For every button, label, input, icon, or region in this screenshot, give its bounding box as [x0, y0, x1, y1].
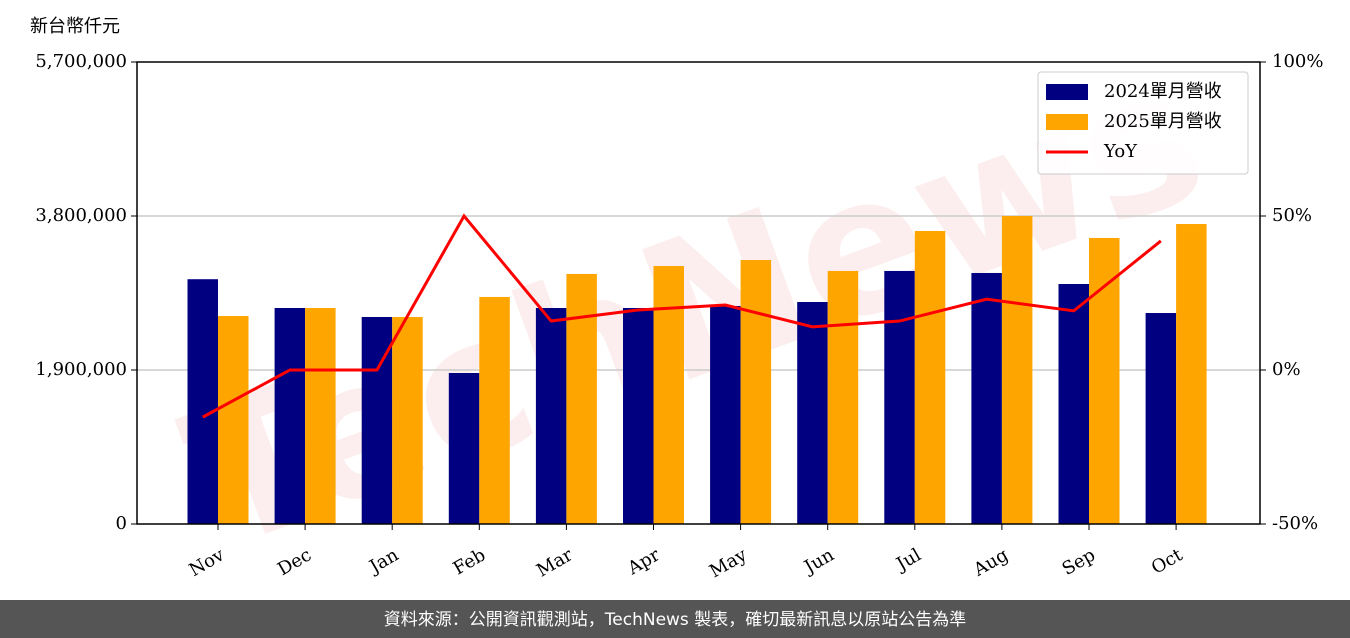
x-tick-label: Jan: [364, 544, 402, 578]
legend-box: [1037, 71, 1249, 175]
y-tick-label: 0: [116, 513, 127, 534]
y2-tick-label: 100%: [1272, 51, 1323, 72]
x-tick-label: Jul: [891, 544, 925, 576]
bar: [535, 307, 567, 524]
bar: [448, 372, 480, 524]
bar: [361, 316, 393, 524]
x-tick-label: Mar: [533, 544, 577, 581]
y-tick-label: 3,800,000: [35, 205, 127, 226]
bar: [1058, 284, 1089, 524]
bar: [566, 273, 597, 524]
bar: [914, 230, 946, 524]
bar: [1001, 216, 1033, 524]
bar: [971, 272, 1002, 524]
x-tick-label: Oct: [1148, 544, 1187, 579]
y-tick-label: 5,700,000: [35, 51, 127, 72]
legend-label: 2024單月營收: [1104, 81, 1222, 102]
footer-bar: [0, 600, 1350, 638]
y2-tick-label: -50%: [1272, 513, 1318, 534]
bar: [653, 266, 684, 524]
legend-swatch: [1046, 84, 1088, 100]
x-tick-label: Feb: [450, 544, 490, 579]
x-tick-label: Apr: [623, 544, 663, 579]
bar: [1145, 313, 1177, 524]
bar: [392, 316, 423, 524]
bar: [187, 279, 218, 524]
legend-swatch: [1046, 114, 1088, 130]
bar: [797, 301, 828, 524]
x-tick-label: May: [706, 544, 751, 582]
bar: [1089, 237, 1120, 524]
bar: [884, 270, 915, 524]
x-tick-label: Aug: [969, 544, 1012, 581]
y2-tick-label: 50%: [1272, 205, 1312, 226]
bar: [305, 307, 336, 524]
unit-label: 新台幣仟元: [30, 16, 120, 37]
legend-label: 2025單月營收: [1104, 111, 1222, 132]
legend-label: YoY: [1103, 141, 1138, 162]
y-tick-label: 1,900,000: [35, 359, 127, 380]
plot-frame: [136, 61, 1261, 525]
yoy-line: [202, 213, 1162, 419]
y2-tick-label: 0%: [1272, 359, 1301, 380]
bar: [740, 260, 772, 524]
bar: [827, 270, 859, 524]
footer-text: 資料來源：公開資訊觀測站，TechNews 製表，確切最新訊息以原站公告為準: [384, 610, 966, 630]
bar: [274, 307, 306, 524]
x-tick-label: Sep: [1059, 544, 1099, 579]
bar: [218, 316, 249, 524]
bar: [479, 296, 510, 524]
bar: [710, 305, 741, 524]
x-tick-label: Jun: [799, 544, 838, 579]
bar: [623, 307, 654, 524]
bar: [1176, 224, 1207, 524]
